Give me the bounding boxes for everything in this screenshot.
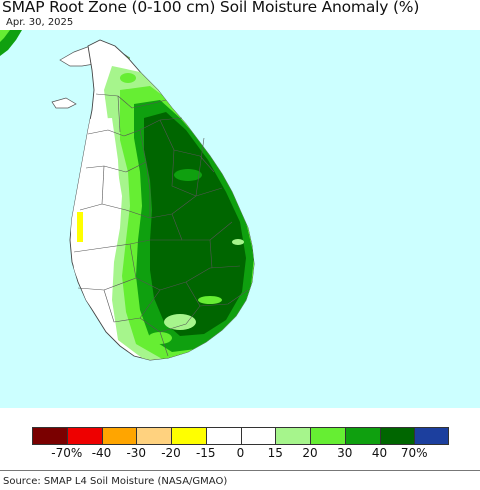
legend-tick-label: 30 <box>337 446 353 460</box>
source-credit: Source: SMAP L4 Soil Moisture (NASA/GMAO… <box>3 476 228 487</box>
legend-tick-label: -40 <box>91 446 112 460</box>
legend-tick-label: 40 <box>371 446 388 460</box>
legend-swatch <box>379 427 416 445</box>
legend-tick-label: 20 <box>302 446 318 460</box>
legend-tick-label: -30 <box>126 446 147 460</box>
legend-swatch <box>414 427 449 445</box>
legend-swatch <box>344 427 381 445</box>
legend-swatch <box>275 427 311 445</box>
legend-swatch <box>101 427 138 445</box>
legend-tick-label: -70% <box>51 446 83 460</box>
map-date: Apr. 30, 2025 <box>6 17 74 28</box>
india-coast-inner <box>0 30 10 42</box>
legend-colorbar <box>32 427 449 445</box>
anomaly-fill <box>70 66 254 360</box>
map-title: SMAP Root Zone (0-100 cm) Soil Moisture … <box>2 0 420 16</box>
mannar-island <box>51 97 77 109</box>
legend-swatch <box>310 427 346 445</box>
legend-tick-label: 15 <box>267 446 283 460</box>
legend-tick-label: 70% <box>400 446 428 460</box>
india-coast <box>0 30 22 56</box>
legend-tick-label: -15 <box>195 446 216 460</box>
legend-swatch <box>32 427 68 445</box>
legend-swatch <box>66 427 103 445</box>
map-panel <box>0 30 480 408</box>
legend-swatch <box>171 427 207 445</box>
footer-divider <box>0 470 480 471</box>
legend-tick-label: -20 <box>161 446 181 460</box>
district-boundaries <box>73 93 249 357</box>
legend-swatch <box>240 427 277 445</box>
legend-tick-label: 0 <box>236 446 245 460</box>
legend-swatch <box>136 427 172 445</box>
soil-moisture-map <box>0 30 480 408</box>
legend-swatch <box>205 427 242 445</box>
